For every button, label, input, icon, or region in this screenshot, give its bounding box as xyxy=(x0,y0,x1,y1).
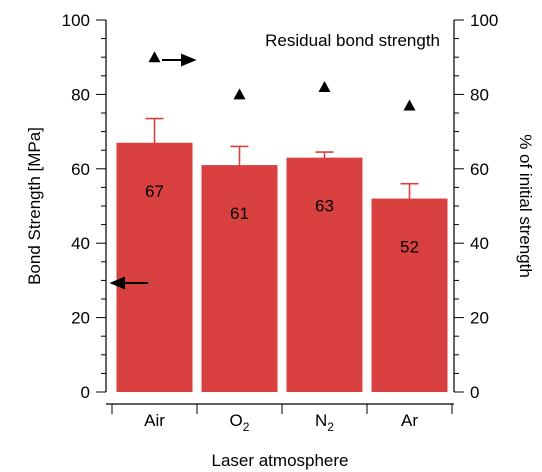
y-tick-label-left: 100 xyxy=(62,11,90,30)
y-tick-label-left: 20 xyxy=(71,309,90,328)
x-tick-label: O2 xyxy=(230,411,250,434)
labels-layer: Residual bond strength Laser atmosphere … xyxy=(25,31,535,470)
y-tick-label-right: 60 xyxy=(470,160,489,179)
triangle-marker xyxy=(403,99,416,111)
axis-indicator-arrows xyxy=(109,53,197,290)
bar xyxy=(201,165,278,392)
x-tick-label: Ar xyxy=(401,411,418,430)
chart-title: Residual bond strength xyxy=(265,31,440,50)
y-tick-label-right: 100 xyxy=(470,11,498,30)
bar xyxy=(286,157,363,392)
error-bars-layer xyxy=(145,117,419,217)
triangle-marker xyxy=(318,80,331,92)
y-tick-label-left: 0 xyxy=(81,383,90,402)
ticks-layer: Air O2 N2 Ar 0 20 40 60 80 100 0 20 40 60 80 100 xyxy=(62,11,499,434)
y-tick-label-right: 20 xyxy=(470,309,489,328)
x-axis-label: Laser atmosphere xyxy=(211,451,348,470)
y-tick-label-right: 40 xyxy=(470,234,489,253)
y-tick-label-left: 60 xyxy=(71,160,90,179)
y-tick-label-right: 80 xyxy=(470,85,489,104)
y-tick-label-left: 40 xyxy=(71,234,90,253)
right-axis-arrow-icon xyxy=(162,53,197,67)
bar xyxy=(116,142,193,392)
x-tick-label: Air xyxy=(144,411,165,430)
bar xyxy=(371,198,448,392)
markers-layer xyxy=(148,51,416,111)
y-axis-label-left: Bond Strength [MPa] xyxy=(25,127,44,285)
y-tick-label-left: 80 xyxy=(71,85,90,104)
triangle-marker xyxy=(148,51,161,63)
data-label: 61 xyxy=(230,204,249,223)
left-axis-arrow-icon xyxy=(109,276,148,290)
data-label: 52 xyxy=(400,238,419,257)
triangle-marker xyxy=(233,88,246,100)
data-label: 63 xyxy=(315,197,334,216)
data-label: 67 xyxy=(145,182,164,201)
x-tick-label: N2 xyxy=(315,411,334,434)
y-tick-label-right: 0 xyxy=(470,383,479,402)
bars-layer: 67 61 63 52 xyxy=(116,142,448,392)
y-axis-label-right: % of initial strength xyxy=(516,134,535,278)
